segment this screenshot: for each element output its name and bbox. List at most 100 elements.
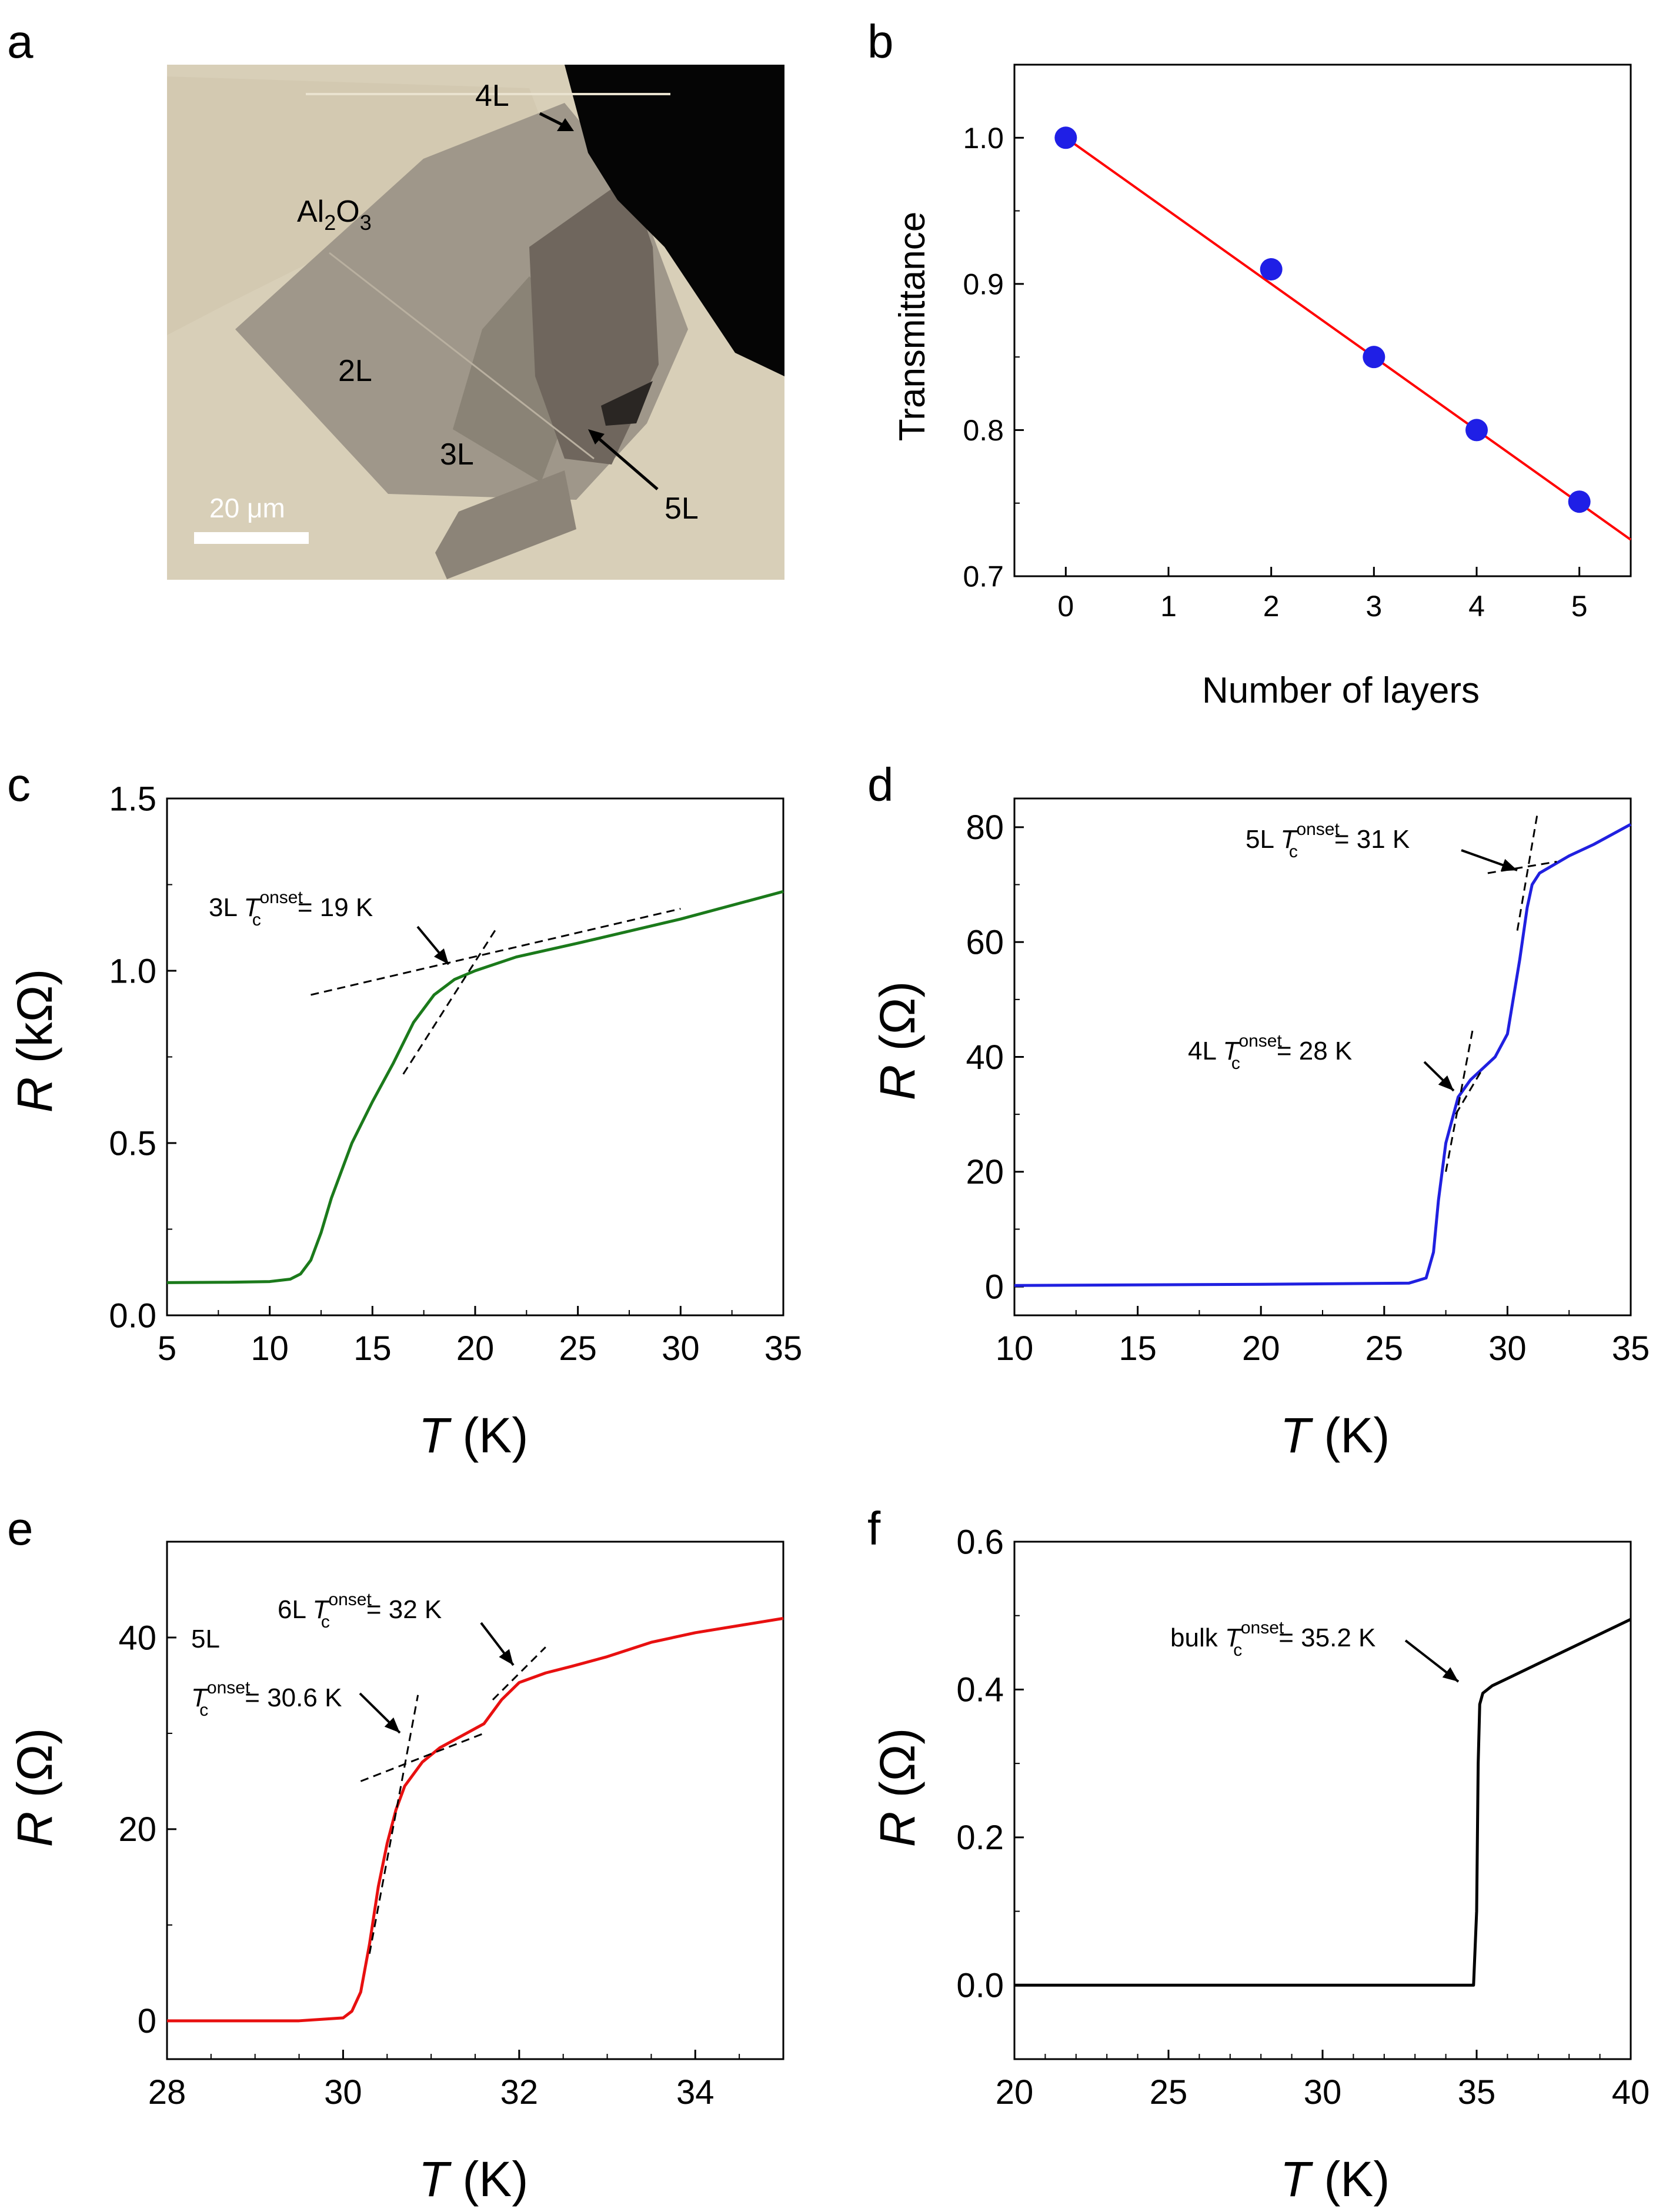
plot-frame [1013, 64, 1632, 577]
y-tick-label: 0.8 [963, 414, 1004, 447]
ylabel-e: R (Ω) [7, 1728, 62, 1847]
guide-dashed-line [492, 1646, 546, 1700]
y-tick-label: 40 [966, 1038, 1004, 1077]
annotation-arrowhead [1438, 1075, 1454, 1091]
chart-b: 0 1 2 3 4 5 0.7 0.8 0.9 1.0 Number of layers Tran… [892, 64, 1632, 711]
x-tick-label: 20 [1242, 1329, 1280, 1368]
y-tick-label: 1.0 [109, 952, 156, 990]
series-line [166, 890, 784, 1284]
panel-letter-a: a [7, 15, 34, 68]
x-tick-label: 34 [676, 2073, 715, 2111]
x-tick-label: 30 [662, 1329, 700, 1368]
ylabel-d: R (Ω) [870, 981, 925, 1101]
guide-dashed-line [1487, 860, 1557, 874]
label-4l: 4L [475, 79, 509, 113]
annotation-3l: 3L Tonset c = 19 K [209, 888, 373, 930]
y-tick-label: 1.0 [963, 122, 1004, 155]
annotation-arrowhead [433, 948, 449, 964]
panel-letter-c: c [7, 759, 31, 811]
y-tick-label: 60 [966, 923, 1004, 961]
scale-bar [194, 532, 309, 544]
data-point [1465, 419, 1488, 442]
y-tick-label: 0.9 [963, 268, 1004, 300]
panel-letter-f: f [867, 1502, 881, 1555]
x-tick-label: 35 [1612, 1329, 1650, 1368]
y-tick-label: 0 [985, 1268, 1004, 1306]
x-tick-label: 25 [559, 1329, 597, 1368]
plot-frame [166, 1541, 784, 2060]
series-line [167, 1616, 784, 2023]
series-line [1014, 1618, 1632, 1987]
x-tick-label: 30 [1304, 2073, 1342, 2111]
panel-letter-e: e [7, 1502, 34, 1555]
y-tick-label: 0.7 [963, 560, 1004, 593]
label-5l: 5L [665, 492, 699, 526]
xlabel-b: Number of layers [1202, 670, 1480, 711]
y-tick-label: 0 [138, 2002, 156, 2040]
guide-dashed-line [1445, 1028, 1474, 1172]
plot-frame [1013, 1541, 1632, 2060]
ylabel-c: R (kΩ) [7, 969, 62, 1113]
guide-dashed-line [1516, 816, 1538, 931]
x-tick-label: 30 [324, 2073, 362, 2111]
panel-letter-b: b [867, 15, 894, 68]
guide-dashed-line [368, 1695, 419, 1954]
data-point [1260, 258, 1283, 280]
y-tick-label: 0.4 [956, 1671, 1004, 1709]
panel-letter-d: d [867, 759, 894, 811]
y-tick-label: 1.5 [109, 780, 156, 818]
x-tick-label: 40 [1612, 2073, 1650, 2111]
plot-frame [166, 797, 784, 1316]
label-al2o3: Al2O3 [297, 195, 372, 235]
xlabel-d: T (K) [1280, 1408, 1390, 1463]
chart-f: 20 25 30 35 40 0.0 0.2 0.4 0.6 T (K) R (Ω) bulk … [870, 1523, 1650, 2207]
flake-4l-5l [529, 176, 659, 465]
arrow-5l [592, 432, 659, 490]
annotation-arrowhead [1442, 1667, 1458, 1682]
x-tick-label: 10 [251, 1329, 289, 1368]
x-tick-label: 35 [764, 1329, 803, 1368]
x-tick-label: 32 [500, 2073, 539, 2111]
fit-line [1065, 136, 1632, 541]
x-tick-label: 25 [1365, 1329, 1404, 1368]
x-tick-label: 1 [1160, 590, 1177, 623]
series-line [1014, 823, 1632, 1287]
y-tick-label: 0.0 [956, 1967, 1004, 2005]
annotation-5l: 5L Tonset c = 31 K [1246, 820, 1410, 861]
x-tick-label: 2 [1263, 590, 1280, 623]
annotation-arrowhead [499, 1649, 513, 1665]
xlabel-c: T (K) [419, 1408, 529, 1463]
y-tick-label: 80 [966, 808, 1004, 847]
y-tick-label: 20 [966, 1153, 1004, 1191]
y-tick-label: 40 [118, 1619, 156, 1657]
annotation-arrowhead [1500, 858, 1517, 871]
x-tick-label: 28 [148, 2073, 186, 2111]
data-point [1363, 346, 1385, 369]
x-tick-label: 3 [1365, 590, 1382, 623]
micrograph: Al2O3 2L 3L 4L 5L 20 μm [167, 65, 784, 580]
chart-d: 10 15 20 25 30 35 0 20 40 60 80 T (K) R (Ω) 5L Ton… [870, 797, 1650, 1463]
x-tick-label: 35 [1458, 2073, 1496, 2111]
x-tick-label: 5 [158, 1329, 176, 1368]
chart-c: 5 10 15 20 25 30 35 0.0 0.5 1.0 1.5 T (K) R (kΩ) 3… [7, 780, 802, 1463]
label-2l: 2L [338, 354, 372, 388]
x-tick-label: 0 [1057, 590, 1074, 623]
label-3l: 3L [440, 437, 474, 472]
annotation-4l: 4L Tonset c = 28 K [1188, 1031, 1352, 1073]
xlabel-f: T (K) [1280, 2151, 1390, 2207]
guide-dashed-line [311, 908, 681, 996]
annotation-arrowhead [384, 1717, 400, 1733]
x-tick-label: 15 [353, 1329, 392, 1368]
guide-dashed-line [1455, 1068, 1484, 1115]
guide-dashed-line [360, 1732, 485, 1782]
x-tick-label: 20 [456, 1329, 495, 1368]
x-tick-label: 20 [996, 2073, 1034, 2111]
annotation-5l-e: Tonset c = 30.6 K [191, 1678, 342, 1720]
y-tick-label: 20 [118, 1810, 156, 1849]
ylabel-f: R (Ω) [870, 1728, 925, 1847]
data-point [1054, 126, 1077, 149]
guide-dashed-line [402, 928, 497, 1075]
chart-e: 28 30 32 34 0 20 40 T (K) R (Ω) 6L Tonset c = 32… [7, 1541, 784, 2207]
dark-region [565, 65, 784, 376]
